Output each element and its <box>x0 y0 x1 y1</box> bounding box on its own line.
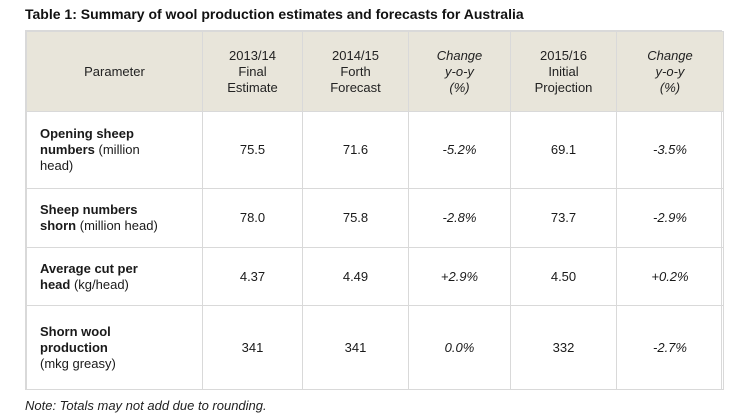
cell-value: 4.37 <box>202 247 303 306</box>
cell-change: 0.0% <box>408 305 511 390</box>
param-sheep-shorn: Sheep numbers shorn (million head) <box>26 188 203 248</box>
table-row: Shorn wool production (mkg greasy) 341 341… <box>26 305 724 390</box>
header-change-1: Change y-o-y (%) <box>408 31 511 112</box>
table-title: Table 1: Summary of wool production esti… <box>25 6 524 22</box>
cell-value: 4.50 <box>510 247 617 306</box>
cell-change: -3.5% <box>616 111 724 189</box>
header-2013-14: 2013/14 Final Estimate <box>202 31 303 112</box>
param-shorn-wool: Shorn wool production (mkg greasy) <box>26 305 203 390</box>
cell-value: 75.5 <box>202 111 303 189</box>
table-row: Average cut per head (kg/head) 4.37 4.49 … <box>26 247 724 306</box>
cell-value: 69.1 <box>510 111 617 189</box>
header-2014-15: 2014/15 Forth Forecast <box>302 31 409 112</box>
cell-value: 341 <box>302 305 409 390</box>
cell-value: 75.8 <box>302 188 409 248</box>
param-average-cut: Average cut per head (kg/head) <box>26 247 203 306</box>
header-change-2: Change y-o-y (%) <box>616 31 724 112</box>
cell-change: -2.8% <box>408 188 511 248</box>
cell-value: 332 <box>510 305 617 390</box>
table-row: Sheep numbers shorn (million head) 78.0 7… <box>26 188 724 248</box>
table-row: Opening sheep numbers (million head) 75.5 … <box>26 111 724 189</box>
cell-value: 78.0 <box>202 188 303 248</box>
cell-value: 4.49 <box>302 247 409 306</box>
wool-production-table: Parameter 2013/14 Final Estimate 2014/15 Fo… <box>25 30 724 390</box>
cell-change: -2.7% <box>616 305 724 390</box>
cell-value: 71.6 <box>302 111 409 189</box>
header-parameter: Parameter <box>26 31 203 112</box>
cell-change: -2.9% <box>616 188 724 248</box>
header-2015-16: 2015/16 Initial Projection <box>510 31 617 112</box>
cell-change: +0.2% <box>616 247 724 306</box>
cell-change: +2.9% <box>408 247 511 306</box>
table-header-row: Parameter 2013/14 Final Estimate 2014/15 Fo… <box>26 31 724 112</box>
cell-change: -5.2% <box>408 111 511 189</box>
table-note: Note: Totals may not add due to rounding… <box>25 398 267 413</box>
cell-value: 73.7 <box>510 188 617 248</box>
param-opening-sheep: Opening sheep numbers (million head) <box>26 111 203 189</box>
cell-value: 341 <box>202 305 303 390</box>
